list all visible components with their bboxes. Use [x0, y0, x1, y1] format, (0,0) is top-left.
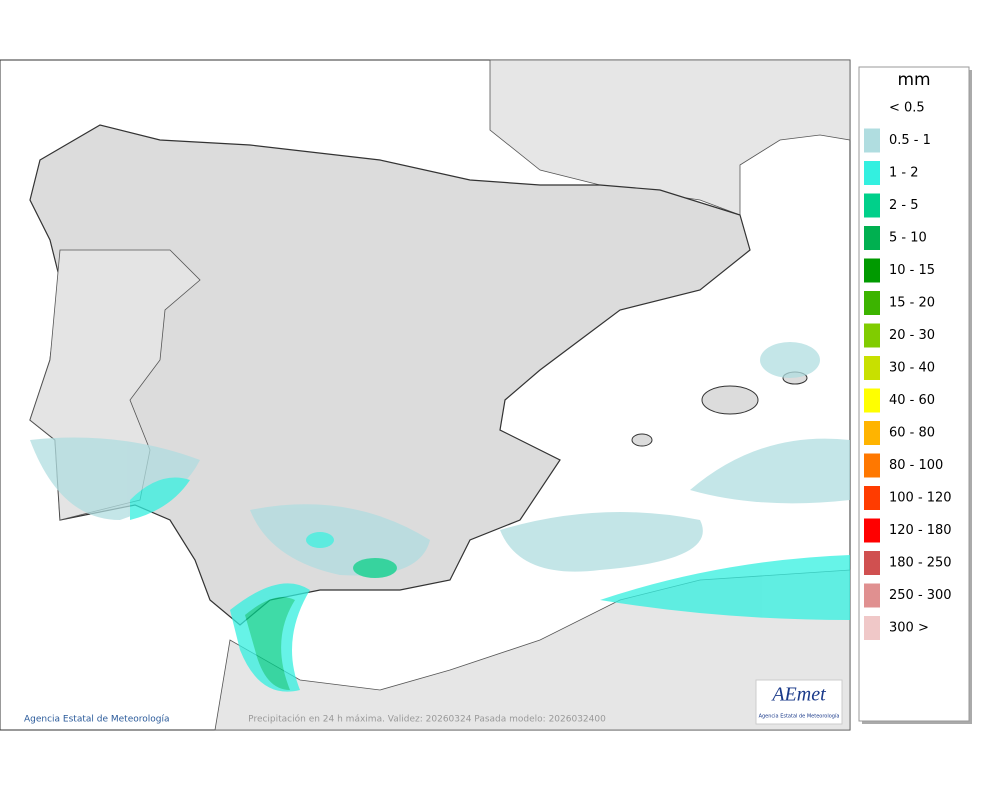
- legend-swatch: [864, 323, 880, 348]
- rain-area: [130, 477, 190, 520]
- legend-label: 15 - 20: [889, 296, 935, 311]
- legend-label: 60 - 80: [889, 426, 935, 441]
- map: Agencia Estatal de Meteorología Precipit…: [0, 59, 851, 731]
- legend-swatch: [864, 486, 880, 510]
- rain-area: [353, 558, 397, 578]
- legend-label: 250 - 300: [889, 588, 952, 603]
- rain-area: [500, 512, 703, 572]
- rain-area: [306, 532, 334, 548]
- legend-label: 0.5 - 1: [889, 133, 931, 148]
- legend-label: 10 - 15: [889, 263, 935, 278]
- legend-swatch: [864, 161, 880, 185]
- rain-area: [245, 597, 295, 690]
- legend-swatch: [864, 583, 880, 608]
- legend-label: 30 - 40: [889, 361, 935, 376]
- legend-label: 5 - 10: [889, 231, 927, 246]
- rain-area: [250, 504, 430, 576]
- legend-label: 300 >: [889, 621, 929, 636]
- legend-label: 100 - 120: [889, 491, 952, 506]
- legend-swatch: [864, 291, 880, 315]
- legend-swatch: [864, 388, 880, 413]
- logo-box: [755, 679, 843, 725]
- france: [489, 59, 851, 216]
- credit: Agencia Estatal de Meteorología: [24, 715, 170, 725]
- logo: AEmet: [770, 684, 826, 706]
- legend-swatch: [864, 356, 880, 380]
- rain-area: [690, 438, 850, 504]
- legend-label: 180 - 250: [889, 556, 952, 571]
- legend-swatch: [864, 551, 880, 575]
- legend-label: 20 - 30: [889, 328, 935, 343]
- ibiza: [631, 433, 653, 447]
- legend-swatch: [864, 421, 880, 445]
- legend-swatch: [864, 616, 880, 640]
- legend-title: mm: [897, 70, 930, 90]
- legend-label: 40 - 60: [889, 393, 935, 408]
- legend: mm < 0.5 0.5 - 1 1 - 2 2 - 5 5 - 10 10 - 15 15…: [858, 66, 972, 724]
- legend-swatch: [864, 226, 880, 250]
- mallorca: [701, 385, 759, 415]
- precipitation: [30, 342, 850, 692]
- legend-label: 2 - 5: [889, 198, 919, 213]
- legend-label: < 0.5: [889, 101, 925, 116]
- legend-swatch: [864, 128, 880, 153]
- legend-swatch: [864, 453, 880, 478]
- legend-label: 120 - 180: [889, 523, 952, 538]
- legend-swatch: [864, 193, 880, 218]
- rain-area: [600, 555, 850, 620]
- legend-label: 1 - 2: [889, 166, 919, 181]
- legend-swatch: [864, 258, 880, 283]
- legend-swatch: [864, 518, 880, 543]
- logo-subtitle: Agencia Estatal de Meteorología: [759, 713, 840, 720]
- legend-label: 80 - 100: [889, 458, 943, 473]
- caption: Precipitación en 24 h máxima. Validez: 2…: [248, 714, 606, 725]
- rain-area: [760, 342, 820, 378]
